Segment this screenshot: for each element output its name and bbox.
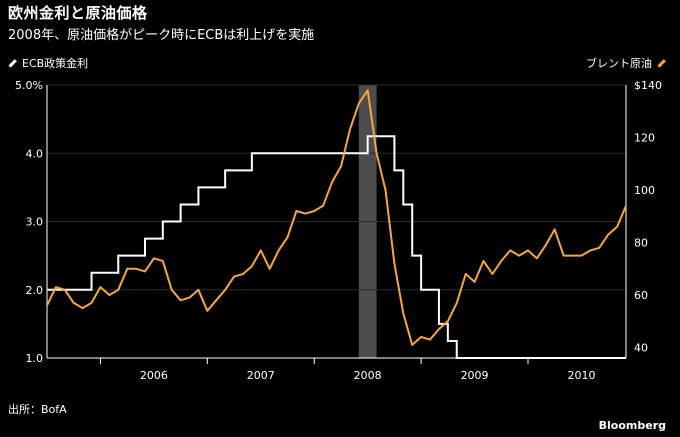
chart-title: 欧州金利と原油価格 [8, 4, 148, 22]
legend-left: ECB政策金利 [8, 55, 88, 71]
right-tick-label: $140 [634, 79, 662, 92]
right-tick-label: 80 [634, 237, 648, 250]
x-tick-label: 2009 [461, 369, 489, 382]
oil-line [46, 89, 627, 346]
legend-right-label: ブレント原油 [586, 57, 652, 70]
right-tick-label: 100 [634, 184, 655, 197]
left-tick-label: 4.0 [26, 147, 44, 160]
legend-left-label: ECB政策金利 [22, 57, 89, 70]
left-tick-label: 3.0 [26, 216, 44, 229]
chart-subtitle: 2008年、原油価格がピーク時にECBは利上げを実施 [8, 28, 315, 43]
rate-line [47, 135, 626, 359]
right-tick-label: 60 [634, 289, 648, 302]
x-tick-label: 2006 [140, 369, 168, 382]
source-note: 出所：BofA [8, 403, 67, 416]
left-tick-label: 2.0 [26, 284, 44, 297]
x-tick-label: 2008 [354, 369, 382, 382]
x-tick-label: 2010 [567, 369, 595, 382]
brand-logo: Bloomberg [598, 419, 666, 432]
right-tick-label: 40 [634, 342, 648, 355]
left-tick-label: 5.0% [15, 79, 43, 92]
right-tick-label: 120 [634, 132, 655, 145]
legend-right: ブレント原油 [586, 55, 666, 71]
left-tick-label: 1.0 [26, 352, 44, 365]
x-tick-label: 2007 [247, 369, 275, 382]
